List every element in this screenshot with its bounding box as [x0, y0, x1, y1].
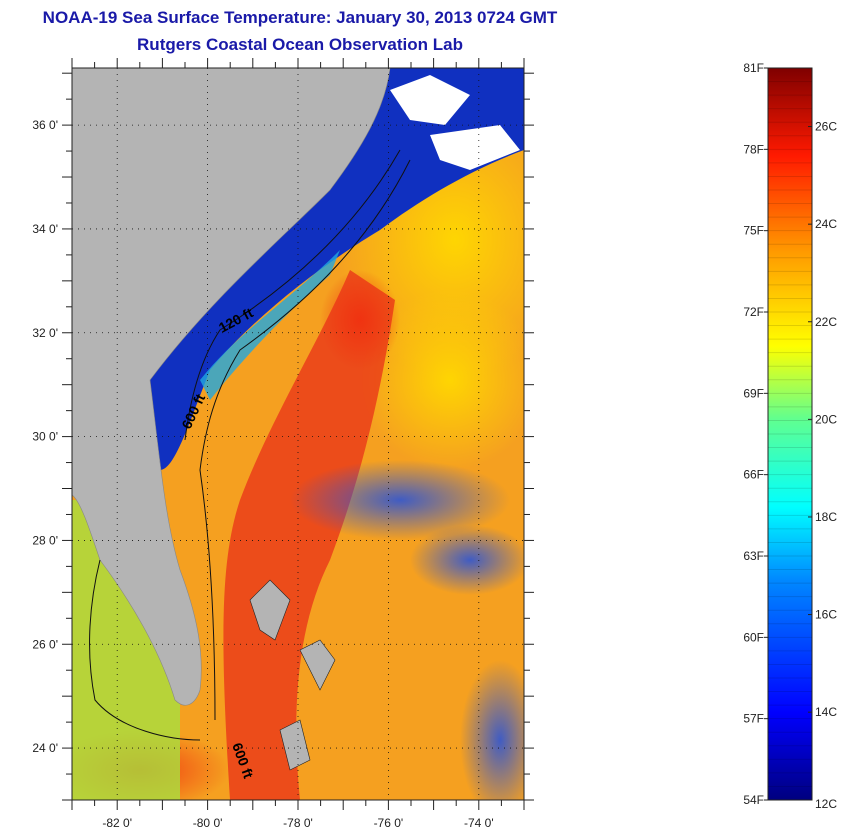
colorbar-f-label: 60F: [743, 630, 764, 644]
lat-tick-label: 24 0': [32, 741, 58, 755]
map-title: NOAA-19 Sea Surface Temperature: January…: [42, 8, 558, 27]
lon-tick-label: -82 0': [102, 816, 132, 830]
colorbar-bands: [768, 81, 812, 787]
graticule: [72, 68, 524, 800]
lon-tick-label: -76 0': [374, 816, 404, 830]
colorbar-f-label: 63F: [743, 549, 764, 563]
cool-region-3: [460, 660, 524, 800]
island-3: [279, 719, 311, 771]
colorbar-f-label: 75F: [743, 224, 764, 238]
sst-map: [72, 68, 524, 800]
latitude-axis: 36 0' 34 0' 32 0' 30 0' 28 0' 26 0' 24 0': [32, 118, 58, 755]
cool-region: [290, 460, 510, 540]
colorbar-c-label: 22C: [815, 315, 837, 329]
lat-tick-label: 30 0': [32, 430, 58, 444]
colorbar-fahrenheit-labels: 81F 78F 75F 72F 69F 66F 63F 60F 57F 54F: [743, 61, 768, 807]
warm-yellow-region-2: [360, 290, 524, 470]
lat-tick-label: 26 0': [32, 637, 58, 651]
coastal-cold-water: [150, 68, 524, 470]
island-2: [299, 639, 336, 691]
lat-tick-label: 34 0': [32, 222, 58, 236]
lat-tick-label: 28 0': [32, 533, 58, 547]
cool-region-2: [410, 525, 524, 595]
temperature-colorbar: 81F 78F 75F 72F 69F 66F 63F 60F 57F 54F 26C 24C 22C…: [743, 61, 837, 811]
colorbar-c-label: 14C: [815, 705, 837, 719]
colorbar-f-label: 81F: [743, 61, 764, 75]
colorbar-celsius-labels: 26C 24C 22C 20C 18C 16C 14C 12C: [808, 120, 837, 811]
lon-tick-label: -78 0': [283, 816, 313, 830]
colorbar-f-label: 69F: [743, 386, 764, 400]
map-ticks: [62, 58, 534, 810]
colorbar-f-label: 78F: [743, 142, 764, 156]
colorbar-f-label: 57F: [743, 712, 764, 726]
colorbar-c-label: 24C: [815, 217, 837, 231]
map-subtitle: Rutgers Coastal Ocean Observation Lab: [137, 35, 463, 54]
colorbar-f-label: 72F: [743, 305, 764, 319]
longitude-axis: -82 0' -80 0' -78 0' -76 0' -74 0': [102, 816, 493, 830]
cloud-cover: [390, 75, 470, 125]
colorbar-c-label: 26C: [815, 120, 837, 134]
land-mass: [72, 68, 391, 706]
island: [249, 579, 291, 641]
colorbar-f-label: 66F: [743, 468, 764, 482]
colorbar-f-label: 54F: [743, 793, 764, 807]
lon-tick-label: -74 0': [464, 816, 494, 830]
colorbar-c-label: 20C: [815, 412, 837, 426]
colorbar-gradient: [767, 67, 813, 801]
gulf-stream: [223, 270, 395, 800]
lat-tick-label: 36 0': [32, 118, 58, 132]
colorbar-c-label: 12C: [815, 797, 837, 811]
shelf-transition-water: [200, 250, 340, 400]
isobath-120ft: [184, 149, 401, 441]
colorbar-c-label: 16C: [815, 608, 837, 622]
lat-tick-label: 32 0': [32, 326, 58, 340]
isobath-gulf: [89, 559, 201, 741]
isobath-600ft: [199, 159, 411, 721]
warm-eddy: [320, 270, 400, 370]
cloud-cover-2: [430, 125, 520, 170]
gulf-of-mexico-water: [72, 500, 180, 800]
lon-tick-label: -80 0': [193, 816, 223, 830]
colorbar-c-label: 18C: [815, 510, 837, 524]
